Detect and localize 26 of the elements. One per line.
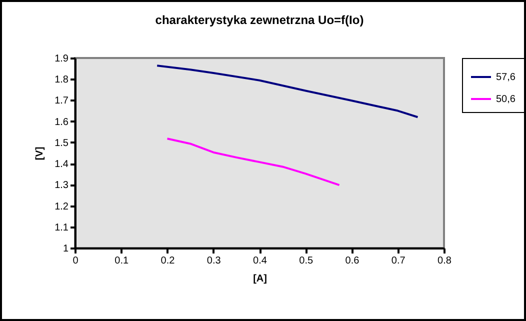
y-tick-label: 1.8	[54, 74, 69, 86]
y-tick-label: 1.1	[54, 222, 69, 234]
y-tick-label: 1	[62, 244, 69, 254]
x-tick-label: 0.3	[206, 256, 222, 266]
y-tick-label: 1.9	[54, 54, 69, 64]
x-tick-label: 0.1	[114, 256, 130, 266]
x-tick-label: 0.7	[391, 256, 406, 266]
y-tick-label: 1.3	[54, 180, 69, 192]
chart-title: charakterystyka zewnetrzna Uo=f(Io)	[155, 13, 364, 27]
y-tick-label: 1.4	[54, 159, 69, 170]
y-axis-title: [V]	[34, 146, 46, 160]
line-series	[166, 138, 340, 186]
x-axis-title: [A]	[253, 274, 267, 284]
y-tick-label: 1.5	[54, 138, 69, 149]
x-tick-label: 0.5	[299, 256, 314, 266]
legend-label: 50,6	[496, 94, 516, 105]
x-tick-label: 0.2	[160, 256, 176, 266]
line-series	[156, 64, 419, 118]
y-tick-label: 1.2	[54, 201, 69, 212]
x-tick-label: 0.8	[438, 256, 452, 266]
x-tick-label: 0.4	[253, 256, 268, 266]
y-tick-label: 1.7	[54, 96, 69, 107]
x-tick-label: 0	[72, 256, 79, 266]
x-tick-label: 0.6	[345, 256, 360, 266]
legend-label: 57,6	[496, 72, 516, 83]
y-tick-label: 1.6	[54, 116, 69, 128]
